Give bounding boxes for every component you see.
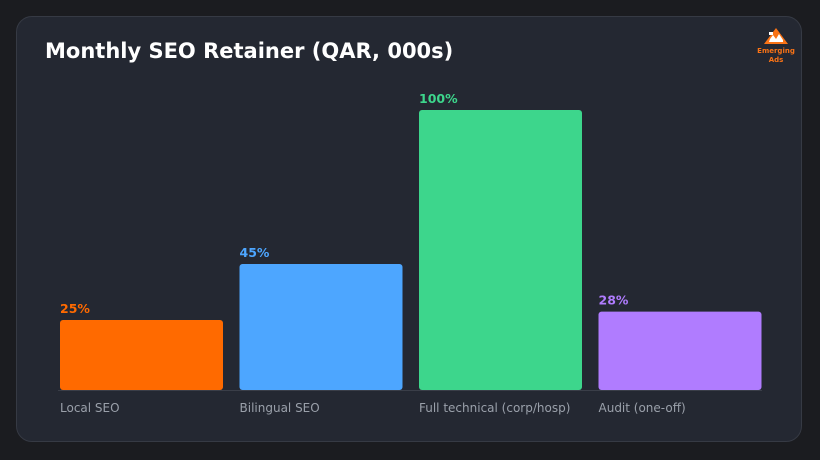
brand-name-line2: Ads bbox=[768, 56, 784, 64]
bar bbox=[598, 311, 762, 390]
chart-title: Monthly SEO Retainer (QAR, 000s) bbox=[45, 39, 454, 63]
data-label: 25% bbox=[60, 301, 90, 316]
bar bbox=[419, 110, 582, 390]
data-label: 100% bbox=[419, 91, 458, 106]
data-label: 45% bbox=[240, 245, 270, 260]
category-label: Audit (one-off) bbox=[599, 401, 686, 415]
brand-logo: Emerging Ads bbox=[753, 27, 799, 67]
brand-name-line1: Emerging bbox=[757, 47, 795, 55]
mountain-logo-icon bbox=[764, 28, 788, 44]
bar bbox=[239, 264, 403, 390]
category-label: Local SEO bbox=[60, 401, 120, 415]
bar bbox=[60, 320, 223, 390]
category-label: Full technical (corp/hosp) bbox=[419, 401, 570, 415]
data-label: 28% bbox=[599, 293, 629, 308]
category-label: Bilingual SEO bbox=[240, 401, 320, 415]
